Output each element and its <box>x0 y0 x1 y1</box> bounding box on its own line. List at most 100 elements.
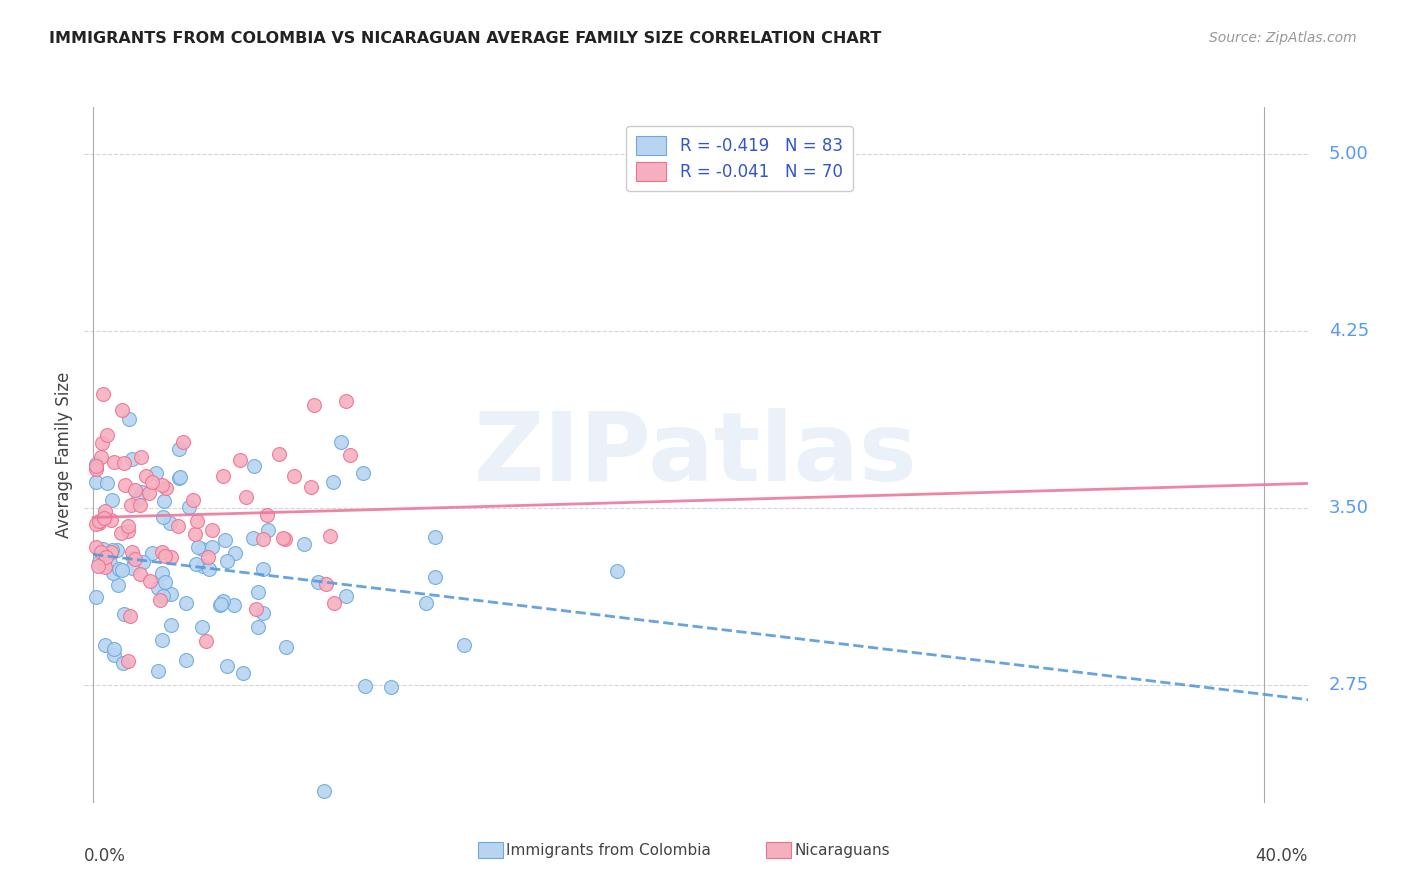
Point <box>159 516 181 530</box>
Point <box>197 550 219 565</box>
Point <box>84 540 107 554</box>
Point <box>107 578 129 592</box>
Point <box>84 458 107 473</box>
Point <box>146 581 169 595</box>
Point <box>243 459 266 474</box>
Point <box>224 598 246 612</box>
Point <box>135 468 157 483</box>
Point <box>453 638 475 652</box>
Point <box>245 602 267 616</box>
Point <box>187 540 209 554</box>
Point <box>89 515 111 529</box>
Point <box>124 483 146 497</box>
Point <box>93 639 115 653</box>
Point <box>606 564 628 578</box>
Point <box>120 499 142 513</box>
Point <box>117 518 139 533</box>
Point <box>138 486 160 500</box>
Point <box>131 484 153 499</box>
Point <box>86 559 108 574</box>
Point <box>302 398 325 412</box>
Point <box>174 596 197 610</box>
Point <box>87 555 110 569</box>
Point <box>124 551 146 566</box>
Point <box>145 467 167 481</box>
Point <box>252 562 274 576</box>
Point <box>335 394 357 409</box>
Point <box>91 387 114 401</box>
Point <box>232 666 254 681</box>
Point <box>214 533 236 547</box>
Point <box>190 542 212 557</box>
Point <box>122 551 145 566</box>
Text: Nicaraguans: Nicaraguans <box>794 843 890 857</box>
Point <box>155 482 177 496</box>
Point <box>98 556 121 570</box>
Point <box>318 529 340 543</box>
Text: 2.75: 2.75 <box>1329 676 1369 694</box>
Point <box>312 784 335 798</box>
Legend: R = -0.419   N = 83, R = -0.041   N = 70: R = -0.419 N = 83, R = -0.041 N = 70 <box>627 126 853 191</box>
Point <box>150 545 173 559</box>
Point <box>121 544 143 558</box>
Point <box>194 634 217 648</box>
Point <box>112 457 135 471</box>
Point <box>149 593 172 607</box>
Point <box>153 549 176 563</box>
Point <box>139 574 162 589</box>
Point <box>181 493 204 508</box>
Point <box>108 562 131 576</box>
Point <box>167 442 190 456</box>
Point <box>111 656 134 670</box>
Point <box>415 596 437 610</box>
Text: IMMIGRANTS FROM COLOMBIA VS NICARAGUAN AVERAGE FAMILY SIZE CORRELATION CHART: IMMIGRANTS FROM COLOMBIA VS NICARAGUAN A… <box>49 31 882 46</box>
Point <box>93 541 115 556</box>
Point <box>330 434 353 449</box>
Point <box>90 545 112 559</box>
Point <box>160 618 183 632</box>
Point <box>153 575 176 590</box>
Text: Source: ZipAtlas.com: Source: ZipAtlas.com <box>1209 31 1357 45</box>
Point <box>93 511 115 525</box>
Point <box>228 453 250 467</box>
Point <box>103 566 125 580</box>
Y-axis label: Average Family Size: Average Family Size <box>55 372 73 538</box>
Point <box>128 498 150 512</box>
Point <box>339 449 361 463</box>
Point <box>242 532 264 546</box>
Point <box>198 562 221 576</box>
Point <box>269 447 291 461</box>
Point <box>96 475 118 490</box>
Point <box>96 428 118 442</box>
Point <box>271 531 294 545</box>
Point <box>276 640 298 655</box>
Point <box>256 508 278 522</box>
Point <box>211 594 233 608</box>
Point <box>215 659 238 673</box>
Point <box>90 450 112 464</box>
Point <box>380 680 402 694</box>
Text: ZIPatlas: ZIPatlas <box>474 409 918 501</box>
Point <box>191 558 214 573</box>
Point <box>110 526 132 541</box>
Point <box>141 475 163 489</box>
Point <box>129 450 152 464</box>
Point <box>247 585 270 599</box>
Point <box>103 642 125 657</box>
Point <box>96 550 118 565</box>
Point <box>100 513 122 527</box>
Point <box>159 587 181 601</box>
Point <box>141 546 163 560</box>
Point <box>201 541 224 555</box>
Point <box>120 609 142 624</box>
Point <box>292 537 315 551</box>
Point <box>93 559 115 574</box>
Point <box>159 550 181 565</box>
Point <box>169 469 191 483</box>
Point <box>235 491 257 505</box>
Point <box>101 492 124 507</box>
Text: 40.0%: 40.0% <box>1256 847 1308 865</box>
Point <box>84 475 107 489</box>
Point <box>111 564 134 578</box>
Point <box>103 648 125 663</box>
